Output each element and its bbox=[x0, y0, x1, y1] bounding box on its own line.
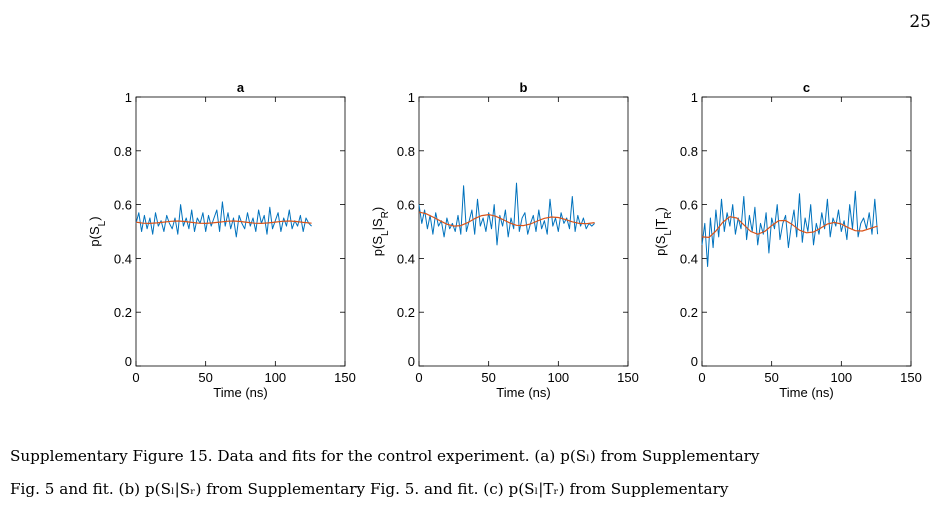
y-tick-label: 0.2 bbox=[397, 305, 415, 320]
y-tick-label: 0.8 bbox=[114, 144, 132, 159]
data-series-line bbox=[701, 190, 879, 267]
fit-series-line bbox=[135, 220, 312, 224]
panel-title: c bbox=[803, 80, 810, 95]
axes-box bbox=[701, 96, 912, 367]
page-number: 25 bbox=[909, 12, 931, 32]
x-tick-label: 0 bbox=[698, 370, 705, 385]
y-tick-label: 0 bbox=[691, 354, 698, 369]
y-tick-label: 0.2 bbox=[680, 305, 698, 320]
x-tick-label: 100 bbox=[264, 370, 286, 385]
y-tick-label: 0 bbox=[125, 354, 132, 369]
panel-c: c 0 50 100 150 0 0.2 0.4 0.6 0.8 1 Time (ns) p(SL|TR… bbox=[653, 80, 922, 400]
x-tick-label: 100 bbox=[830, 370, 852, 385]
x-tick-label: 150 bbox=[334, 370, 356, 385]
y-tick-label: 0.4 bbox=[114, 251, 132, 266]
x-tick-label: 50 bbox=[198, 370, 212, 385]
y-tick-label: 1 bbox=[408, 90, 415, 105]
data-series-line bbox=[135, 201, 312, 238]
x-tick-label: 50 bbox=[764, 370, 778, 385]
y-tick-label: 0.6 bbox=[114, 198, 132, 213]
y-tick-label: 0.4 bbox=[397, 251, 415, 266]
y-tick-label: 0.6 bbox=[680, 198, 698, 213]
x-tick-label: 100 bbox=[547, 370, 569, 385]
axes-box bbox=[135, 96, 346, 367]
y-tick-label: 0.8 bbox=[680, 144, 698, 159]
axes-box bbox=[418, 96, 629, 367]
figure-caption: Supplementary Figure 15. Data and fits f… bbox=[10, 440, 940, 506]
x-axis-label: Time (ns) bbox=[213, 385, 267, 400]
x-tick-label: 150 bbox=[900, 370, 922, 385]
fit-series-line bbox=[418, 211, 595, 227]
caption-line-1: Supplementary Figure 15. Data and fits f… bbox=[10, 447, 760, 465]
panel-title: a bbox=[237, 80, 245, 95]
fit-series-line bbox=[701, 216, 878, 238]
y-tick-label: 1 bbox=[691, 90, 698, 105]
x-tick-label: 150 bbox=[617, 370, 639, 385]
x-axis-label: Time (ns) bbox=[496, 385, 550, 400]
panel-b: b 0 50 100 150 0 0.2 0.4 0.6 0.8 1 Time (ns) p(SL|SR… bbox=[370, 80, 639, 400]
caption-line-2: Fig. 5 and fit. (b) p(Sₗ|Sᵣ) from Supple… bbox=[10, 480, 729, 498]
y-axis-label: p(SL|TR) bbox=[653, 207, 674, 256]
y-tick-label: 0 bbox=[408, 354, 415, 369]
x-axis-label: Time (ns) bbox=[779, 385, 833, 400]
y-tick-label: 0.2 bbox=[114, 305, 132, 320]
y-tick-label: 0.8 bbox=[397, 144, 415, 159]
y-tick-label: 1 bbox=[125, 90, 132, 105]
y-tick-label: 0.4 bbox=[680, 251, 698, 266]
y-axis-label: p(SL|SR) bbox=[370, 207, 391, 256]
x-tick-label: 0 bbox=[132, 370, 139, 385]
y-tick-label: 0.6 bbox=[397, 198, 415, 213]
panel-a: a 0 50 100 150 0 0.2 0.4 0.6 0.8 1 Time (ns) p(SL) bbox=[87, 80, 356, 400]
y-axis-label: p(SL) bbox=[87, 216, 108, 246]
x-tick-label: 0 bbox=[415, 370, 422, 385]
data-series-line bbox=[418, 182, 595, 246]
panel-title: b bbox=[520, 80, 528, 95]
x-tick-label: 50 bbox=[481, 370, 495, 385]
